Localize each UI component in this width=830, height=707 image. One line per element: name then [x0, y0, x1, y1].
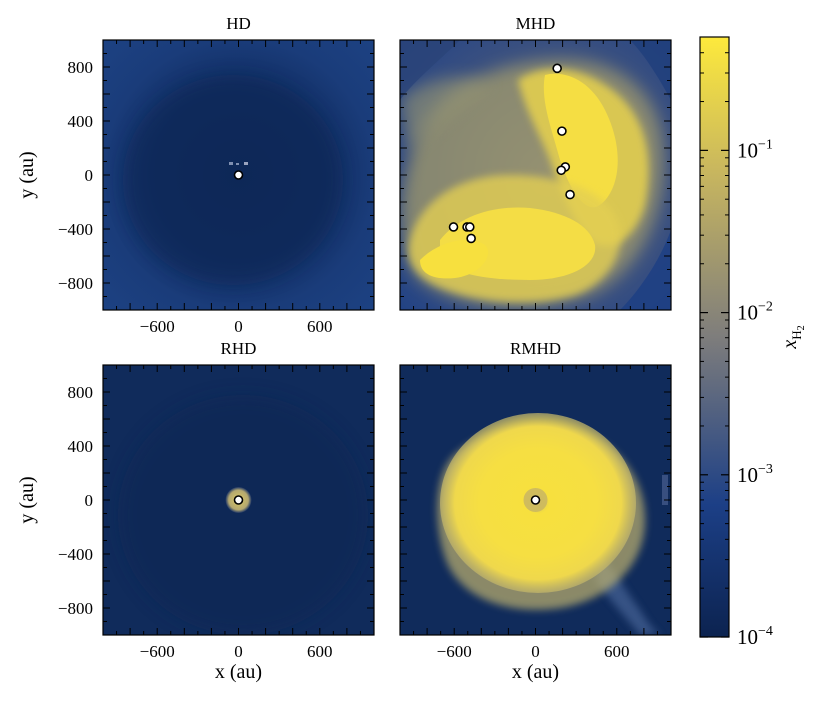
x-tick-label: 0	[234, 317, 243, 336]
x-tick-label: −600	[140, 642, 175, 661]
sink-marker	[448, 222, 459, 232]
colorbar-tick-label: 10−4	[737, 624, 773, 649]
sink-marker	[552, 63, 562, 74]
y-tick-label: 800	[68, 383, 94, 402]
panel-title: RHD	[221, 339, 257, 358]
y-tick-label: −400	[58, 220, 93, 239]
y-tick-label: −800	[58, 599, 93, 618]
panel-title: RMHD	[510, 339, 561, 358]
sink-markers	[448, 63, 575, 244]
sink-marker	[557, 126, 567, 136]
y-tick-label: 400	[68, 112, 94, 131]
tick-marks	[103, 40, 374, 310]
y-tick-labels: 800 400 0 −400 −800	[58, 383, 93, 618]
x-tick-labels: −600 0 600	[140, 642, 333, 661]
y-tick-labels: 800 400 0 −400 −800	[58, 58, 93, 293]
tick-marks	[400, 40, 671, 310]
sink-markers	[530, 495, 541, 505]
y-tick-label: 0	[85, 491, 94, 510]
sink-markers	[233, 170, 244, 180]
panel-mhd: MHD	[399, 14, 672, 311]
x-tick-label: 600	[307, 642, 333, 661]
tick-marks	[400, 365, 671, 635]
heatmap-image	[103, 40, 374, 310]
panel-rmhd: RMHD −600 0 600 x (au)	[399, 339, 672, 683]
tick-marks	[103, 365, 374, 635]
sink-markers	[233, 495, 244, 505]
sink-marker	[466, 233, 476, 244]
x-tick-labels: −600 0 600	[437, 642, 630, 661]
y-tick-label: 800	[68, 58, 94, 77]
x-axis-label: x (au)	[512, 661, 559, 683]
x-tick-label: 0	[234, 642, 243, 661]
sink-marker	[464, 222, 475, 232]
panel-title: HD	[226, 14, 251, 33]
x-tick-label: 600	[604, 642, 630, 661]
panel-rhd: RHD 800 400 0 −400 −800 −600 0 600 y (au) x (a…	[16, 339, 375, 683]
y-axis-label: y (au)	[16, 151, 38, 198]
colorbar-label: xH2	[779, 325, 807, 349]
y-tick-label: −800	[58, 274, 93, 293]
colorbar-frame	[699, 36, 730, 638]
y-tick-label: −400	[58, 545, 93, 564]
y-tick-label: 0	[85, 166, 94, 185]
panel-hd: HD 800 400 0 −400 −800 −600 0 600 y (au)	[16, 14, 375, 336]
panel-title: MHD	[516, 14, 556, 33]
colorbar: 10−1 10−2 10−3 10−4 xH2	[699, 36, 807, 649]
x-axis-label: x (au)	[215, 661, 262, 683]
x-tick-labels: −600 0 600	[140, 317, 333, 336]
sink-marker	[556, 165, 567, 176]
x-tick-label: 0	[531, 642, 540, 661]
x-tick-label: 600	[307, 317, 333, 336]
sink-marker	[565, 189, 575, 200]
colorbar-ticks: 10−1 10−2 10−3 10−4	[700, 36, 773, 649]
heatmap-image	[103, 365, 374, 635]
x-tick-label: −600	[140, 317, 175, 336]
y-tick-label: 400	[68, 437, 94, 456]
x-tick-label: −600	[437, 642, 472, 661]
colorbar-gradient	[700, 37, 729, 637]
sink-marker	[233, 495, 244, 505]
colorbar-tick-label: 10−2	[737, 300, 773, 325]
sink-marker	[233, 170, 244, 180]
colorbar-tick-label: 10−3	[737, 462, 773, 487]
sink-marker	[530, 495, 541, 505]
colorbar-tick-label: 10−1	[737, 137, 773, 162]
heatmap-image	[400, 40, 671, 310]
y-axis-label: y (au)	[16, 476, 38, 523]
